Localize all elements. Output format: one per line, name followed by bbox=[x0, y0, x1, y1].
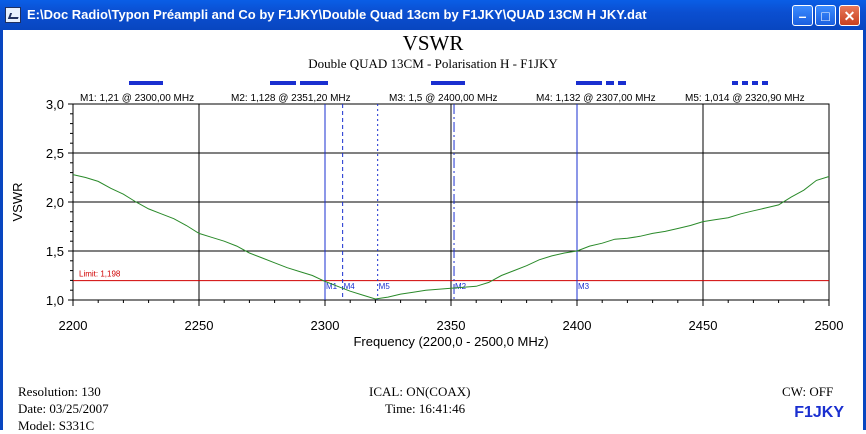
time-text: Time: 16:41:46 bbox=[385, 401, 466, 416]
marker-legend-m4: M4: 1,132 @ 2307,00 MHz bbox=[536, 93, 656, 104]
y-tick-label: 3,0 bbox=[46, 97, 64, 112]
title-bar: E:\Doc Radio\Typon Préampli and Co by F1… bbox=[0, 0, 866, 30]
marker-legend-bar-m5 bbox=[732, 81, 738, 85]
maximize-button[interactable]: □ bbox=[815, 5, 836, 26]
minimize-button[interactable]: – bbox=[792, 5, 813, 26]
marker-legend-m2: M2: 1,128 @ 2351,20 MHz bbox=[231, 93, 351, 104]
minimize-icon: – bbox=[798, 7, 807, 24]
marker-legend-m5: M5: 1,014 @ 2320,90 MHz bbox=[685, 93, 805, 104]
x-axis-label: Frequency (2200,0 - 2500,0 MHz) bbox=[353, 334, 548, 349]
close-button[interactable]: ✕ bbox=[839, 5, 860, 26]
marker-legend-bar-m3 bbox=[431, 81, 465, 85]
marker-tag-m5: M5 bbox=[379, 282, 391, 291]
brand-label: F1JKY bbox=[794, 404, 844, 421]
maximize-icon: □ bbox=[821, 7, 830, 24]
resolution-text: Resolution: 130 bbox=[18, 384, 101, 399]
limit-line-group: Limit: 1,198 bbox=[73, 270, 829, 282]
series-line-0 bbox=[72, 174, 830, 300]
y-axis-label: VSWR bbox=[10, 183, 25, 222]
window-title: E:\Doc Radio\Typon Préampli and Co by F1… bbox=[27, 7, 647, 22]
model-text: Model: S331C bbox=[18, 418, 95, 433]
series-group bbox=[72, 174, 830, 300]
x-tick-label: 2500 bbox=[815, 318, 844, 333]
marker-legend-m1: M1: 1,21 @ 2300,00 MHz bbox=[80, 93, 194, 104]
marker-tag-m4: M4 bbox=[344, 282, 356, 291]
y-tick-label: 1,0 bbox=[46, 293, 64, 308]
y-tick-label: 1,5 bbox=[46, 244, 64, 259]
x-tick-labels: 2200 2250 2300 2350 2400 2450 2500 bbox=[59, 318, 844, 333]
x-tick-label: 2200 bbox=[59, 318, 88, 333]
marker-legend-bar-m4 bbox=[618, 81, 626, 85]
app-icon[interactable] bbox=[5, 7, 21, 23]
marker-legend-bar-m5 bbox=[752, 81, 758, 85]
x-tick-label: 2300 bbox=[311, 318, 340, 333]
y-tick-label: 2,0 bbox=[46, 195, 64, 210]
marker-legend-m3: M3: 1,5 @ 2400,00 MHz bbox=[389, 93, 498, 104]
y-tick-labels: 1,0 1,5 2,0 2,5 3,0 bbox=[46, 97, 64, 308]
marker-legend-bar-m2 bbox=[300, 81, 328, 85]
marker-tag-m3: M3 bbox=[578, 282, 590, 291]
marker-legend-bar-m5 bbox=[762, 81, 768, 85]
cw-text: CW: OFF bbox=[782, 384, 834, 399]
marker-legend-bar-m5 bbox=[742, 81, 748, 85]
marker-legend-labels: M1: 1,21 @ 2300,00 MHz M2: 1,128 @ 2351,2… bbox=[80, 93, 805, 104]
marker-lines: M1 M2 M3 M4 M5 bbox=[324, 104, 590, 300]
x-tick-label: 2350 bbox=[437, 318, 466, 333]
limit-label: Limit: 1,198 bbox=[79, 270, 121, 279]
marker-legend-bar-m4 bbox=[606, 81, 614, 85]
window-frame bbox=[0, 30, 866, 430]
y-tick-label: 2,5 bbox=[46, 146, 64, 161]
x-tick-label: 2400 bbox=[563, 318, 592, 333]
x-tick-label: 2250 bbox=[185, 318, 214, 333]
chart-subtitle: Double QUAD 13CM - Polarisation H - F1JK… bbox=[308, 56, 558, 71]
marker-tag-m2: M2 bbox=[455, 282, 467, 291]
x-tick-label: 2450 bbox=[689, 318, 718, 333]
marker-legend-bar-m4 bbox=[576, 81, 602, 85]
close-icon: ✕ bbox=[843, 7, 856, 24]
chart-title: VSWR bbox=[403, 31, 464, 55]
marker-legend-bars bbox=[129, 81, 768, 85]
marker-tag-m1: M1 bbox=[326, 282, 338, 291]
marker-legend-bar-m2 bbox=[270, 81, 296, 85]
marker-legend-bar-m1 bbox=[129, 81, 163, 85]
ical-text: ICAL: ON(COAX) bbox=[369, 384, 471, 399]
date-text: Date: 03/25/2007 bbox=[18, 401, 109, 416]
